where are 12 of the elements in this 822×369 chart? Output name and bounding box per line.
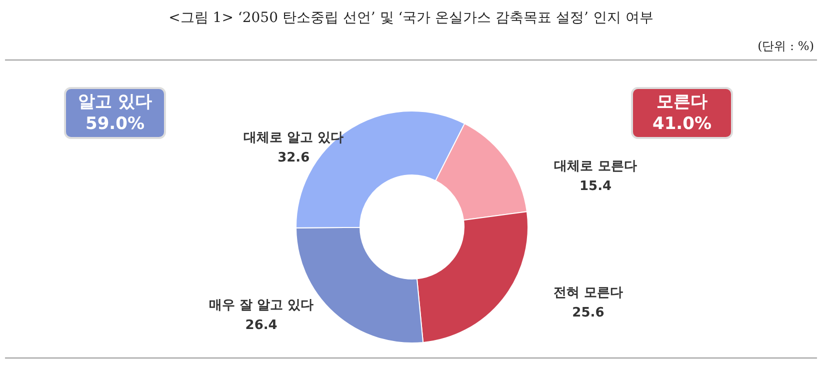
slice-label: 매우 잘 알고 있다 — [209, 298, 314, 313]
chart-title: <그림 1> ‘2050 탄소중립 선언’ 및 ‘국가 온실가스 감축목표 설정’ 인지 여부 — [168, 10, 654, 26]
text: (단위 : %) — [758, 39, 814, 53]
slice-label: 대체로 알고 있다 — [244, 130, 344, 146]
slice-label: 전혀 모른다 — [553, 285, 623, 300]
slice-label: 대체로 모른다 — [554, 159, 637, 174]
text: 모른다 41.0% — [652, 92, 712, 134]
data-label: 15.4 — [579, 179, 612, 194]
data-label: 25.6 — [572, 305, 604, 320]
text: 알고 있다 59.0% — [78, 92, 152, 134]
data-label: 32.6 — [278, 150, 310, 166]
data-label: 26.4 — [245, 318, 278, 333]
